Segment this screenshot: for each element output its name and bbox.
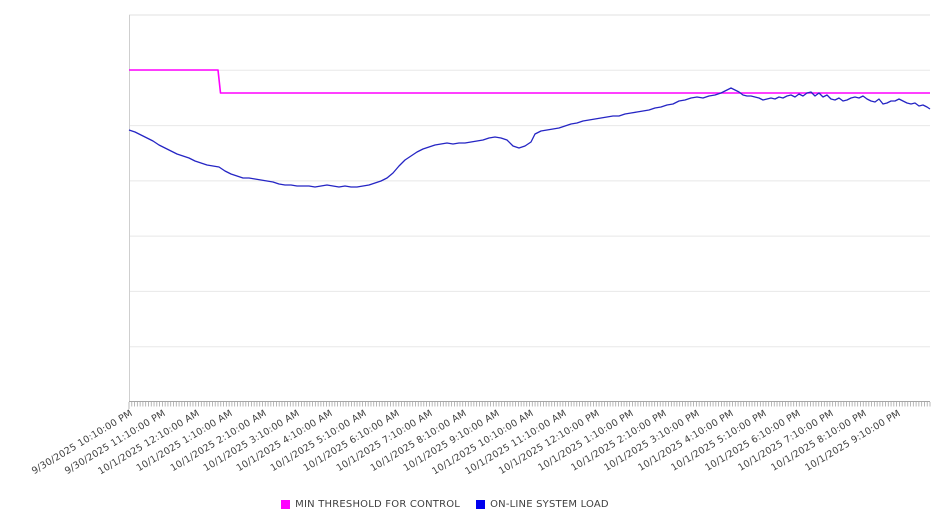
system-load-line (128, 87, 931, 188)
online-system-load-legend-label: ON-LINE SYSTEM LOAD (490, 499, 609, 510)
min-threshold-legend-label: MIN THRESHOLD FOR CONTROL (295, 499, 461, 510)
min-threshold-line (129, 69, 930, 94)
legend-item-min-threshold: MIN THRESHOLD FOR CONTROL (281, 499, 460, 510)
min-threshold-swatch (281, 500, 291, 509)
online-system-load-swatch (476, 500, 486, 509)
legend: MIN THRESHOLD FOR CONTROL ON-LINE SYSTEM… (0, 499, 918, 510)
legend-item-online-system-load: ON-LINE SYSTEM LOAD (476, 499, 609, 510)
